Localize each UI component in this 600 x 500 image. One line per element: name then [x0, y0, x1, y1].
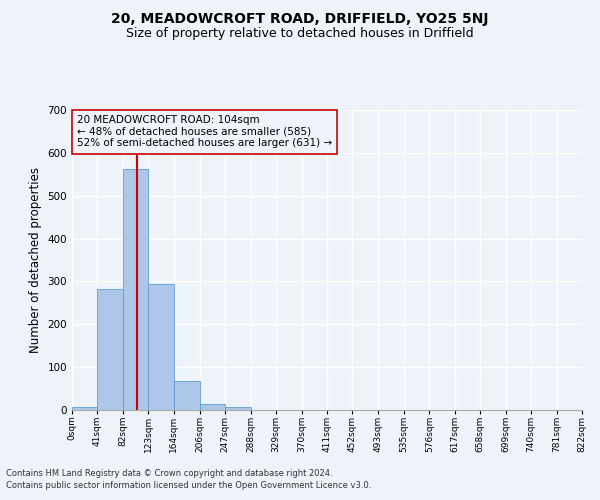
Text: 20 MEADOWCROFT ROAD: 104sqm
← 48% of detached houses are smaller (585)
52% of se: 20 MEADOWCROFT ROAD: 104sqm ← 48% of det…: [77, 115, 332, 148]
Bar: [225, 406, 251, 410]
Text: 20, MEADOWCROFT ROAD, DRIFFIELD, YO25 5NJ: 20, MEADOWCROFT ROAD, DRIFFIELD, YO25 5N…: [111, 12, 489, 26]
Bar: [97, 288, 123, 410]
Bar: [72, 407, 97, 410]
Text: Contains HM Land Registry data © Crown copyright and database right 2024.: Contains HM Land Registry data © Crown c…: [6, 468, 332, 477]
Text: Contains public sector information licensed under the Open Government Licence v3: Contains public sector information licen…: [6, 481, 371, 490]
Bar: [200, 404, 225, 410]
Bar: [148, 284, 174, 410]
Bar: [123, 168, 148, 410]
Text: Size of property relative to detached houses in Driffield: Size of property relative to detached ho…: [126, 28, 474, 40]
Bar: [174, 381, 200, 410]
Y-axis label: Number of detached properties: Number of detached properties: [29, 167, 42, 353]
